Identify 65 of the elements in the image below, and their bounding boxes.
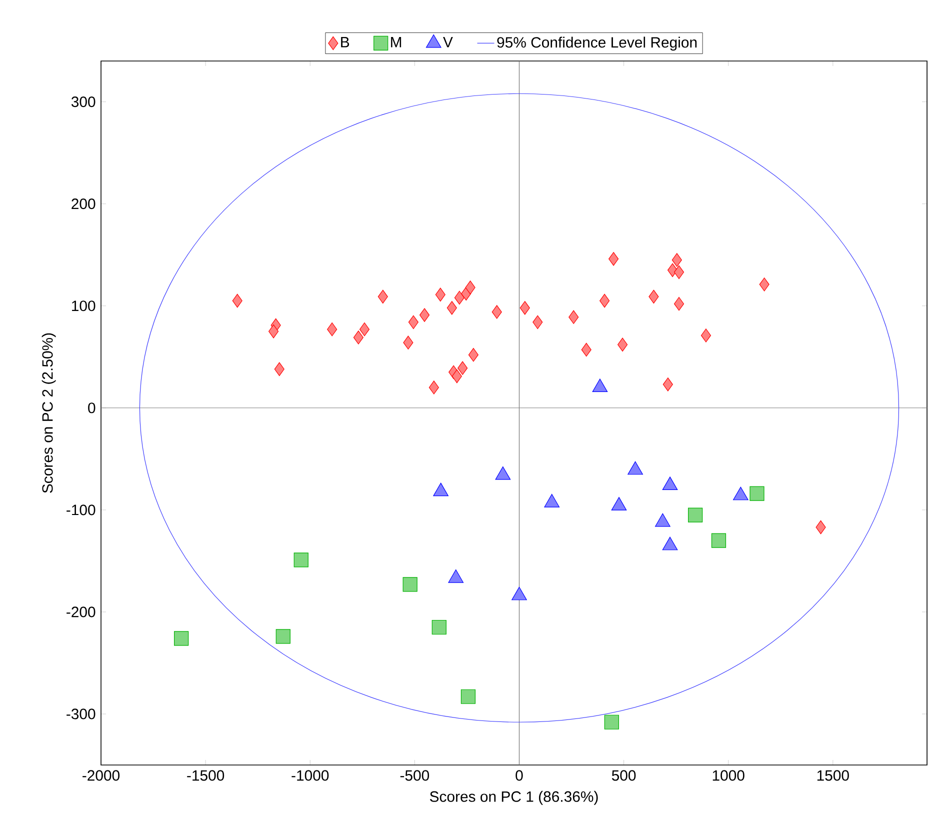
point <box>750 486 764 501</box>
y-tick-label: 200 <box>72 198 96 210</box>
point <box>492 305 502 319</box>
x-tick-label: 1500 <box>817 770 849 781</box>
point <box>428 380 439 394</box>
point <box>581 342 592 357</box>
point <box>648 290 659 304</box>
x-tick-label: 500 <box>612 770 636 781</box>
point <box>568 310 579 324</box>
point <box>327 322 338 336</box>
point <box>452 369 462 384</box>
point <box>408 315 418 330</box>
point <box>402 577 418 592</box>
point <box>359 322 370 336</box>
legend-label: B <box>341 36 350 48</box>
point <box>446 301 457 315</box>
point <box>672 253 682 267</box>
x-axis-title: Scores on PC 1 (86.36%) <box>430 790 598 805</box>
x-tick-label: -1000 <box>292 770 329 781</box>
x-tick-label: -1500 <box>187 770 224 781</box>
legend-label: V <box>443 36 453 48</box>
y-tick-label: -100 <box>66 504 96 516</box>
point <box>454 290 464 305</box>
point <box>468 348 478 362</box>
x-tick-label: 0 <box>516 770 523 781</box>
point <box>700 328 712 342</box>
legend-label: 95% Confidence Level Region <box>497 36 697 51</box>
y-tick-label: 100 <box>72 300 96 312</box>
point <box>458 361 468 375</box>
y-tick-label: 0 <box>88 402 96 414</box>
point <box>276 629 290 644</box>
point <box>600 294 610 308</box>
point <box>232 294 242 308</box>
point <box>174 631 189 646</box>
point <box>419 308 430 322</box>
y-tick-label: -200 <box>66 606 96 618</box>
point <box>759 278 770 292</box>
point <box>378 290 388 304</box>
point <box>618 338 628 352</box>
point <box>353 330 364 344</box>
point <box>403 336 414 350</box>
point <box>688 508 703 522</box>
x-tick-label: 1000 <box>712 770 744 781</box>
point <box>274 362 284 376</box>
point <box>674 265 684 280</box>
point <box>608 252 619 266</box>
point <box>816 520 826 534</box>
x-tick-label: -500 <box>400 770 430 781</box>
y-tick-label: 300 <box>71 96 96 108</box>
x-tick-label: -2000 <box>82 770 120 781</box>
point <box>711 533 726 548</box>
point <box>604 714 619 730</box>
point <box>532 315 543 330</box>
point <box>432 620 446 635</box>
legend-label: M <box>391 36 402 48</box>
point <box>465 280 476 294</box>
point <box>268 324 279 338</box>
point <box>435 288 446 302</box>
point <box>662 378 673 392</box>
y-tick-label: -300 <box>66 708 96 720</box>
point <box>294 552 308 568</box>
y-axis-title: Scores on PC 2 (2.50%) <box>42 333 56 493</box>
point <box>520 301 530 315</box>
point <box>460 689 476 704</box>
point <box>674 296 684 311</box>
